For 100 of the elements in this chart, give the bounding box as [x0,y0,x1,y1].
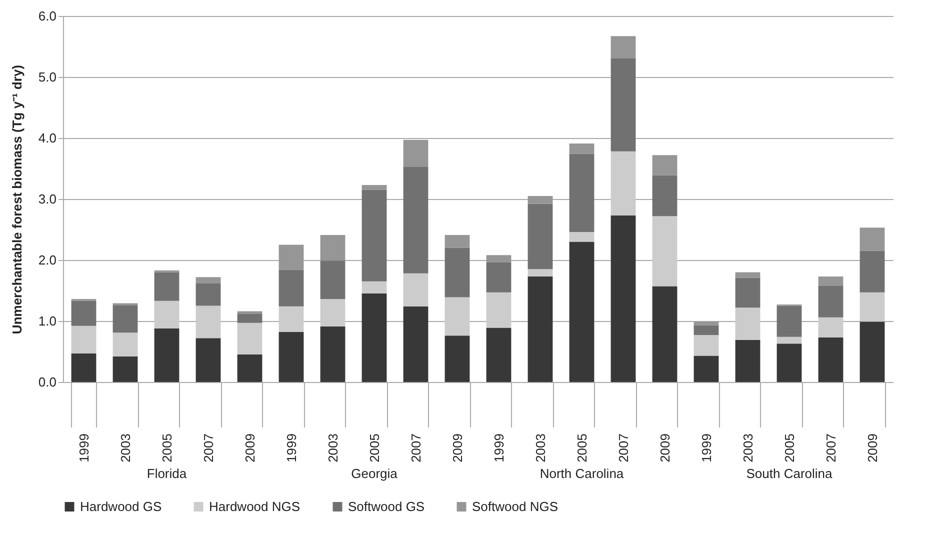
bar [694,335,719,356]
legend-label: Softwood NGS [472,498,558,514]
x-tick-label: 2003 [118,434,133,462]
x-tick-label: 2003 [740,434,756,462]
bar [652,216,678,286]
bar [278,306,304,332]
bar [71,353,96,382]
x-tick-label: 2009 [450,434,465,462]
bar [237,354,262,382]
x-tick-label: 2007 [408,434,424,462]
x-tick-label: 2003 [532,434,548,462]
bar [486,255,512,262]
bar [860,228,885,251]
bar [528,269,553,276]
bar [818,317,844,338]
bar [154,328,180,382]
bar [237,311,262,314]
bar [652,175,678,216]
bar [528,276,553,382]
bar [486,328,512,382]
x-tick-label: 2005 [366,434,382,462]
bar [320,260,346,300]
bar [320,234,346,261]
bar [320,299,346,326]
bar [71,326,96,354]
y-tick-label: 4.0 [38,130,56,146]
bar [569,242,594,382]
x-tick-label: 2005 [574,434,590,462]
text: South Carolina [746,466,834,481]
text: Georgia [351,466,398,481]
x-tick-label: 2005 [159,434,174,462]
legend-label: Hardwood NGS [209,498,300,514]
bar [652,155,678,176]
bar [776,306,802,337]
y-tick-label: 5.0 [38,70,56,84]
bar [362,294,387,382]
bar [278,270,304,306]
bar [154,272,180,301]
bar [444,234,470,248]
bar [362,184,387,190]
x-tick-label: 2005 [782,434,797,462]
bar [403,166,428,274]
bar [694,325,719,336]
x-tick-label: 2007 [616,434,631,462]
bar [362,281,387,294]
bar [694,322,719,326]
bar [112,356,138,382]
bar [196,283,221,306]
bar [528,204,553,270]
x-tick-label: 2009 [242,434,258,462]
bar [652,286,678,382]
bar [610,151,636,216]
bar [610,215,636,382]
bar [278,332,304,382]
bar [569,232,594,242]
bar [278,244,304,270]
x-tick-label: 2007 [823,434,838,462]
bar [860,250,885,292]
bar [860,292,885,322]
x-tick-label: 1999 [284,434,299,462]
bar [610,36,636,58]
legend-label: Softwood GS [348,498,425,514]
bar [444,336,470,382]
bar [486,262,512,292]
y-tick-label: 3.0 [38,192,56,206]
legend-label: Hardwood GS [80,498,162,514]
bar [694,356,719,382]
text: Florida [146,466,188,481]
bar [569,143,594,154]
y-tick-label: 6.0 [38,8,56,24]
bar [362,190,387,282]
x-tick-label: 2009 [864,434,880,462]
x-tick-label: 1999 [76,434,92,462]
bar [569,154,594,232]
bar [860,322,885,382]
bar [112,332,138,356]
bar [735,308,760,340]
bar [735,340,760,382]
bar [237,322,262,355]
x-tick-label: 2007 [200,434,216,462]
bar [776,336,802,344]
bar [528,196,553,204]
bar [818,337,844,382]
bar [71,300,96,326]
bar [444,248,470,298]
bar [320,326,346,382]
bar [444,297,470,336]
bar [196,306,221,338]
text: North Carolina [540,466,624,481]
y-tick-label: 1.0 [38,314,56,328]
y-tick-label: 0.0 [38,374,56,390]
bar [610,58,636,152]
bar [735,278,760,308]
bar [154,300,180,328]
bar [818,286,844,318]
bar [403,306,428,382]
bar [196,277,221,284]
bar [735,272,760,278]
y-tick-label: 2.0 [38,252,56,268]
bar [112,305,138,333]
